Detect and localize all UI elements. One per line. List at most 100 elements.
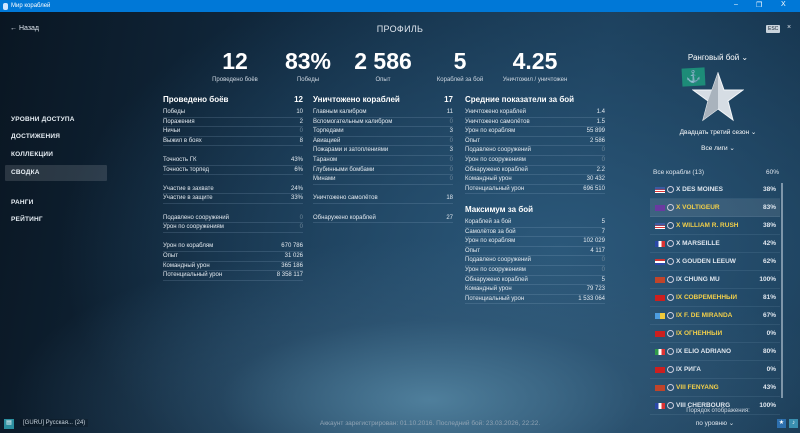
- stat-row: Точность ГК 43%: [163, 156, 303, 166]
- season-dropdown[interactable]: Двадцать третий сезон ⌄: [679, 129, 757, 136]
- esc-key-badge[interactable]: ESC: [766, 25, 781, 33]
- sidebar-item[interactable]: ДОСТИЖЕНИЯ: [11, 133, 61, 140]
- ship-name: IX CHUNG MU: [676, 276, 720, 283]
- sort-order-dropdown[interactable]: по уровню ⌄: [695, 420, 735, 427]
- panamerica-flag-icon: [655, 312, 665, 319]
- minimize-button[interactable]: –: [734, 1, 738, 8]
- stat-label: Потенциальный урон: [465, 295, 525, 302]
- stat-value: 2.2: [596, 166, 605, 173]
- stat-row: Опыт 31 026: [163, 252, 303, 262]
- battle-type-dropdown[interactable]: Ранговый бой ⌄: [687, 53, 749, 62]
- ship-name: VIII CHERBOURG: [676, 402, 731, 409]
- stat-value: 1 533 064: [578, 295, 605, 302]
- stat-row: Вспомогательным калибром 0: [313, 118, 453, 128]
- stat-label: Кораблей за бой: [436, 77, 484, 83]
- ship-row[interactable]: VIII FENYANG 43%: [650, 379, 780, 397]
- column-total: 12: [294, 95, 303, 104]
- panasia-flag-icon: [655, 384, 665, 391]
- stat-value: 2 586: [589, 137, 605, 144]
- ship-list-scrollbar[interactable]: [781, 183, 783, 398]
- ship-name: X VOLTIGEUR: [676, 204, 720, 211]
- stat-value: 33%: [290, 195, 303, 202]
- stat-row: Командный урон 79 723: [465, 285, 605, 295]
- stat-row: Обнаружено кораблей 2.2: [465, 166, 605, 176]
- ship-row[interactable]: IX РИГА 0%: [650, 361, 780, 379]
- stat-row: Подавлено сооружений 0: [163, 214, 303, 224]
- stat-label: Опыт: [465, 137, 480, 144]
- ship-row[interactable]: IX F. DE MIRANDA 67%: [650, 307, 780, 325]
- stat-label: Участие в защите: [163, 195, 213, 202]
- ship-row[interactable]: X MARSEILLE 42%: [650, 235, 780, 253]
- stat-label: Командный урон: [465, 176, 512, 183]
- stat-value: 102 029: [583, 238, 605, 245]
- sidebar-item[interactable]: РЕЙТИНГ: [11, 216, 43, 223]
- ship-row[interactable]: X DES MOINES 38%: [650, 181, 780, 199]
- stat-value: 43%: [290, 156, 303, 163]
- stat-row: Глубинными бомбами 0: [313, 166, 453, 176]
- all-ships-pct: 60%: [765, 169, 779, 176]
- stat-value: 696 510: [583, 185, 605, 192]
- ship-name: IX ОГНЕННЫЙ: [676, 330, 723, 337]
- stat-value: 0: [299, 224, 303, 231]
- stat-row: Потенциальный урон 8 358 117: [163, 271, 303, 281]
- column-title: Максимум за бой: [465, 205, 534, 214]
- stat-value: 12: [222, 48, 248, 74]
- ussr-flag-icon: [655, 294, 665, 301]
- close-icon[interactable]: ×: [787, 24, 792, 31]
- sidebar-item[interactable]: СВОДКА: [11, 169, 40, 176]
- ship-row[interactable]: VIII CHERBOURG 100%: [650, 397, 780, 415]
- maximize-button[interactable]: ❐: [756, 2, 763, 9]
- ship-winrate: 80%: [762, 348, 776, 355]
- close-window-button[interactable]: X: [781, 1, 786, 8]
- account-info: Аккаунт зарегистрирован: 01.10.2016. Пос…: [319, 420, 541, 427]
- ship-winrate: 38%: [762, 186, 776, 193]
- ship-row[interactable]: IX ELIO ADRIANO 80%: [650, 343, 780, 361]
- ship-row[interactable]: X VOLTIGEUR 83%: [650, 199, 780, 217]
- stat-row: Урон по сооружениям 0: [465, 156, 605, 166]
- stat-value: 0: [601, 156, 605, 163]
- league-dropdown[interactable]: Все лиги ⌄: [701, 145, 735, 152]
- ship-row[interactable]: IX СОВРЕМЕННЫЙ 81%: [650, 289, 780, 307]
- star-filter-icon[interactable]: ★: [777, 419, 786, 428]
- ship-row[interactable]: X WILLIAM R. RUSH 38%: [650, 217, 780, 235]
- ship-winrate: 42%: [762, 240, 776, 247]
- stat-label: Командный урон: [163, 262, 210, 269]
- sidebar-item[interactable]: РАНГИ: [11, 199, 34, 206]
- stat-label: Урон по кораблям: [465, 128, 516, 135]
- stat-label: Самолётов за бой: [465, 228, 516, 235]
- sidebar-item[interactable]: КОЛЛЕКЦИИ: [11, 151, 54, 158]
- stat-label: Подавлено сооружений: [465, 257, 532, 264]
- stat-row: Потенциальный урон 696 510: [465, 185, 605, 195]
- stat-value: 1.5: [596, 118, 605, 125]
- sidebar-item[interactable]: УРОВНИ ДОСТУПА: [11, 116, 75, 123]
- stat-value: 2 586: [354, 48, 412, 74]
- ship-class-icon: [667, 258, 674, 265]
- stat-row: Кораблей за бой 5: [465, 218, 605, 228]
- ship-row[interactable]: IX ОГНЕННЫЙ 0%: [650, 325, 780, 343]
- stat-value: 7: [601, 228, 605, 235]
- stat-row: Точность торпед 6%: [163, 166, 303, 176]
- stat-label: Проведено боёв: [212, 77, 258, 83]
- ship-class-icon: [667, 204, 674, 211]
- stat-label: Подавлено сооружений: [465, 147, 532, 154]
- clan-chat-button[interactable]: [GURU] Русская... (24): [20, 419, 89, 427]
- stat-label: Потенциальный урон: [465, 185, 525, 192]
- stat-value: 0: [449, 156, 453, 163]
- stat-label: Участие в захвате: [163, 185, 214, 192]
- stat-value: 670 786: [281, 243, 303, 250]
- ship-class-icon: [667, 276, 674, 283]
- back-button[interactable]: ← Назад: [10, 25, 40, 32]
- notification-bell-icon[interactable]: ♪: [789, 419, 798, 428]
- ussr-flag-icon: [655, 330, 665, 337]
- chat-icon[interactable]: ▤: [4, 419, 14, 429]
- column-header: Уничтожено кораблей 17: [313, 95, 453, 108]
- stat-row: Авиацией 0: [313, 137, 453, 147]
- stat-label: Кораблей за бой: [465, 219, 512, 225]
- ship-row[interactable]: IX CHUNG MU 100%: [650, 271, 780, 289]
- stat-value: 2: [299, 118, 303, 125]
- ship-row[interactable]: X GOUDEN LEEUW 62%: [650, 253, 780, 271]
- all-ships-row[interactable]: Все корабли (13) 60%: [653, 169, 779, 176]
- stat-label: Победы: [296, 77, 320, 83]
- ship-class-icon: [667, 294, 674, 301]
- stat-value: 0: [449, 176, 453, 183]
